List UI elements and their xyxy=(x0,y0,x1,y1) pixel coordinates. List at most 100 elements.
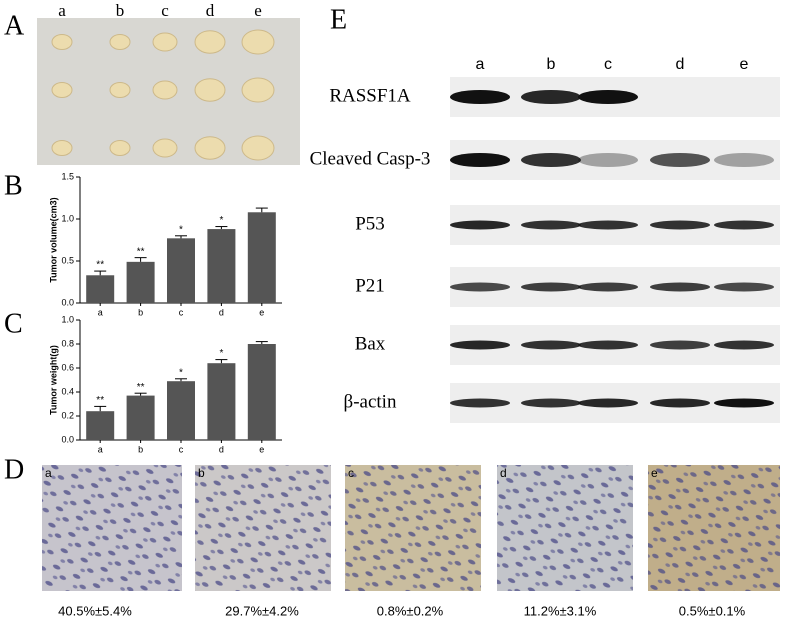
image-label: c xyxy=(348,466,354,480)
blot-band xyxy=(521,90,581,104)
y-tick-label: 0.0 xyxy=(61,434,74,444)
tumor xyxy=(51,140,73,156)
tumor xyxy=(109,140,131,156)
blot-band xyxy=(714,282,774,292)
blot-band xyxy=(650,340,710,350)
bar xyxy=(126,261,155,303)
tumor xyxy=(152,138,178,158)
blot-band xyxy=(578,90,638,104)
lane-label: e xyxy=(254,1,262,20)
bar xyxy=(247,344,276,440)
bar xyxy=(86,275,115,303)
lane-label: a xyxy=(58,1,66,20)
panel-label: E xyxy=(330,4,347,35)
panel-label: B xyxy=(4,170,23,201)
x-tick-label: e xyxy=(259,307,264,317)
blot-band xyxy=(450,153,510,167)
caption: 0.8%±0.2% xyxy=(377,603,444,618)
blot-band xyxy=(714,153,774,167)
bar xyxy=(207,363,236,440)
significance: ** xyxy=(96,395,104,406)
blot-band xyxy=(714,340,774,350)
protein-label: P53 xyxy=(355,213,385,234)
blot-band xyxy=(450,340,510,350)
y-tick-label: 0.2 xyxy=(61,410,74,420)
protein-label: RASSF1A xyxy=(329,85,411,106)
micrograph-cells xyxy=(497,465,633,591)
x-tick-label: c xyxy=(179,307,184,317)
y-tick-label: 1.0 xyxy=(61,213,74,223)
significance: ** xyxy=(137,382,145,393)
image-label: a xyxy=(45,466,52,480)
significance: * xyxy=(219,215,223,226)
micrograph-cells xyxy=(345,465,481,591)
tumor xyxy=(109,34,131,50)
blot-band xyxy=(578,340,638,350)
blot-band xyxy=(650,398,710,408)
blot-band xyxy=(450,282,510,292)
blot-band xyxy=(650,282,710,292)
caption: 0.5%±0.1% xyxy=(679,603,746,618)
blot-band xyxy=(578,220,638,230)
lane-label: c xyxy=(604,56,612,73)
blot-band xyxy=(521,220,581,230)
lane-label: e xyxy=(740,56,749,73)
blot-band xyxy=(521,398,581,408)
tumor xyxy=(152,80,178,100)
bar xyxy=(167,238,195,303)
image-label: e xyxy=(651,466,658,480)
significance: * xyxy=(219,348,223,359)
protein-label: P21 xyxy=(355,275,385,296)
x-tick-label: d xyxy=(219,307,224,317)
blot-band xyxy=(578,153,638,167)
significance: * xyxy=(179,224,183,235)
micrograph-cells xyxy=(42,465,182,591)
y-tick-label: 0.6 xyxy=(61,362,74,372)
y-tick-label: 0.0 xyxy=(61,297,74,307)
panel-label: C xyxy=(4,308,23,339)
lane-label: b xyxy=(547,56,556,73)
x-tick-label: d xyxy=(219,444,224,454)
tumor xyxy=(194,78,226,102)
blot-band xyxy=(578,398,638,408)
y-tick-label: 0.4 xyxy=(61,386,74,396)
tumor xyxy=(241,29,275,55)
blot-band xyxy=(714,398,774,408)
bar xyxy=(167,381,195,440)
x-tick-label: a xyxy=(98,444,103,454)
x-tick-label: b xyxy=(138,444,143,454)
blot-band xyxy=(521,282,581,292)
blot-band xyxy=(450,398,510,408)
bar xyxy=(86,411,115,440)
x-tick-label: b xyxy=(138,307,143,317)
y-axis-label: Tumor weight(g) xyxy=(48,345,58,415)
significance: ** xyxy=(96,260,104,271)
bar xyxy=(207,229,236,303)
x-tick-label: c xyxy=(179,444,184,454)
lane-label: d xyxy=(676,56,685,73)
blot-band xyxy=(714,220,774,230)
tumor xyxy=(241,77,275,103)
tumor xyxy=(51,82,73,98)
micrograph-cells xyxy=(195,465,331,591)
lane-label: b xyxy=(116,1,125,20)
protein-label: β-actin xyxy=(344,391,397,412)
panel-label: D xyxy=(4,454,24,485)
tumor xyxy=(241,135,275,161)
panel-label: A xyxy=(4,10,25,41)
lane-label: a xyxy=(476,56,485,73)
blot-band xyxy=(450,90,510,104)
tumor xyxy=(152,32,178,52)
blot-band xyxy=(521,340,581,350)
caption: 29.7%±4.2% xyxy=(225,603,299,618)
y-axis-label: Tumor volume(cm3) xyxy=(48,197,58,282)
lane-label: d xyxy=(206,1,215,20)
blot-band xyxy=(578,282,638,292)
caption: 11.2%±3.1% xyxy=(524,603,597,618)
tumor xyxy=(194,30,226,54)
lane-label: c xyxy=(161,1,169,20)
tumor xyxy=(194,136,226,160)
x-tick-label: e xyxy=(259,444,264,454)
bar xyxy=(247,212,276,303)
y-tick-label: 0.5 xyxy=(61,255,74,265)
